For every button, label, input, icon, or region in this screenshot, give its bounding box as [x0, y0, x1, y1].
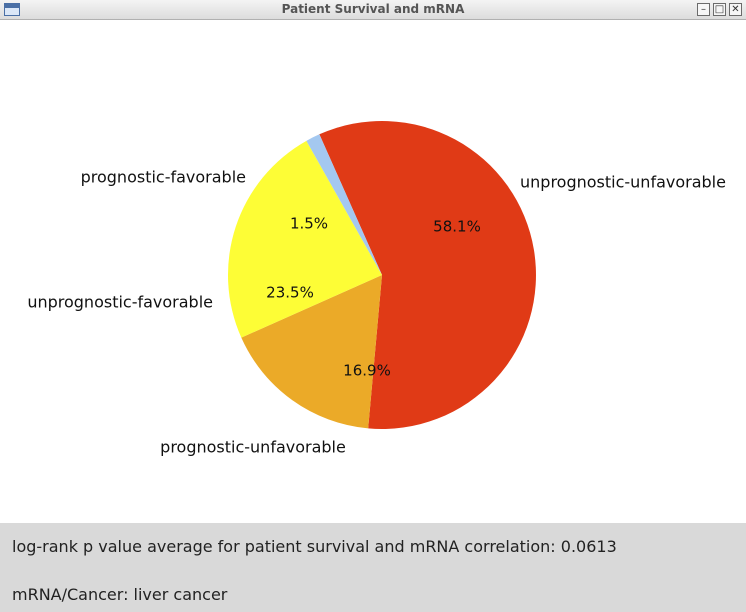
pie-chart: unprognostic-unfavorable 58.1% prognostic-…	[27, 121, 726, 457]
title-bar: Patient Survival and mRNA – □ ✕	[0, 0, 746, 20]
slice-percent-prognostic-favorable: 1.5%	[290, 215, 328, 233]
info-panel: log-rank p value average for patient sur…	[0, 523, 746, 612]
pie-slice-prognostic-unfavorable	[241, 275, 382, 429]
window-icon[interactable]	[4, 3, 20, 16]
slice-label-prognostic-unfavorable: prognostic-unfavorable	[160, 438, 346, 457]
slice-percent-unprognostic-favorable: 23.5%	[266, 284, 314, 302]
pvalue-text: log-rank p value average for patient sur…	[12, 537, 617, 556]
cancer-text: mRNA/Cancer: liver cancer	[12, 585, 228, 604]
slice-percent-prognostic-unfavorable: 16.9%	[343, 362, 391, 380]
window-title: Patient Survival and mRNA	[281, 2, 465, 16]
pie-slice-prognostic-favorable	[306, 134, 382, 275]
slice-percent-unprognostic-unfavorable: 58.1%	[433, 218, 481, 236]
pie-slice-unprognostic-unfavorable	[319, 121, 536, 430]
slice-label-prognostic-favorable: prognostic-favorable	[81, 168, 246, 187]
maximize-icon[interactable]: □	[713, 3, 726, 16]
pie-slice-unprognostic-favorable	[227, 140, 382, 338]
slice-label-unprognostic-favorable: unprognostic-favorable	[27, 293, 213, 312]
window-controls: – □ ✕	[697, 3, 742, 16]
close-icon[interactable]: ✕	[729, 3, 742, 16]
pie-chart-area: unprognostic-unfavorable 58.1% prognostic-…	[0, 20, 746, 523]
minimize-icon[interactable]: –	[697, 3, 710, 16]
slice-label-unprognostic-unfavorable: unprognostic-unfavorable	[520, 173, 726, 192]
